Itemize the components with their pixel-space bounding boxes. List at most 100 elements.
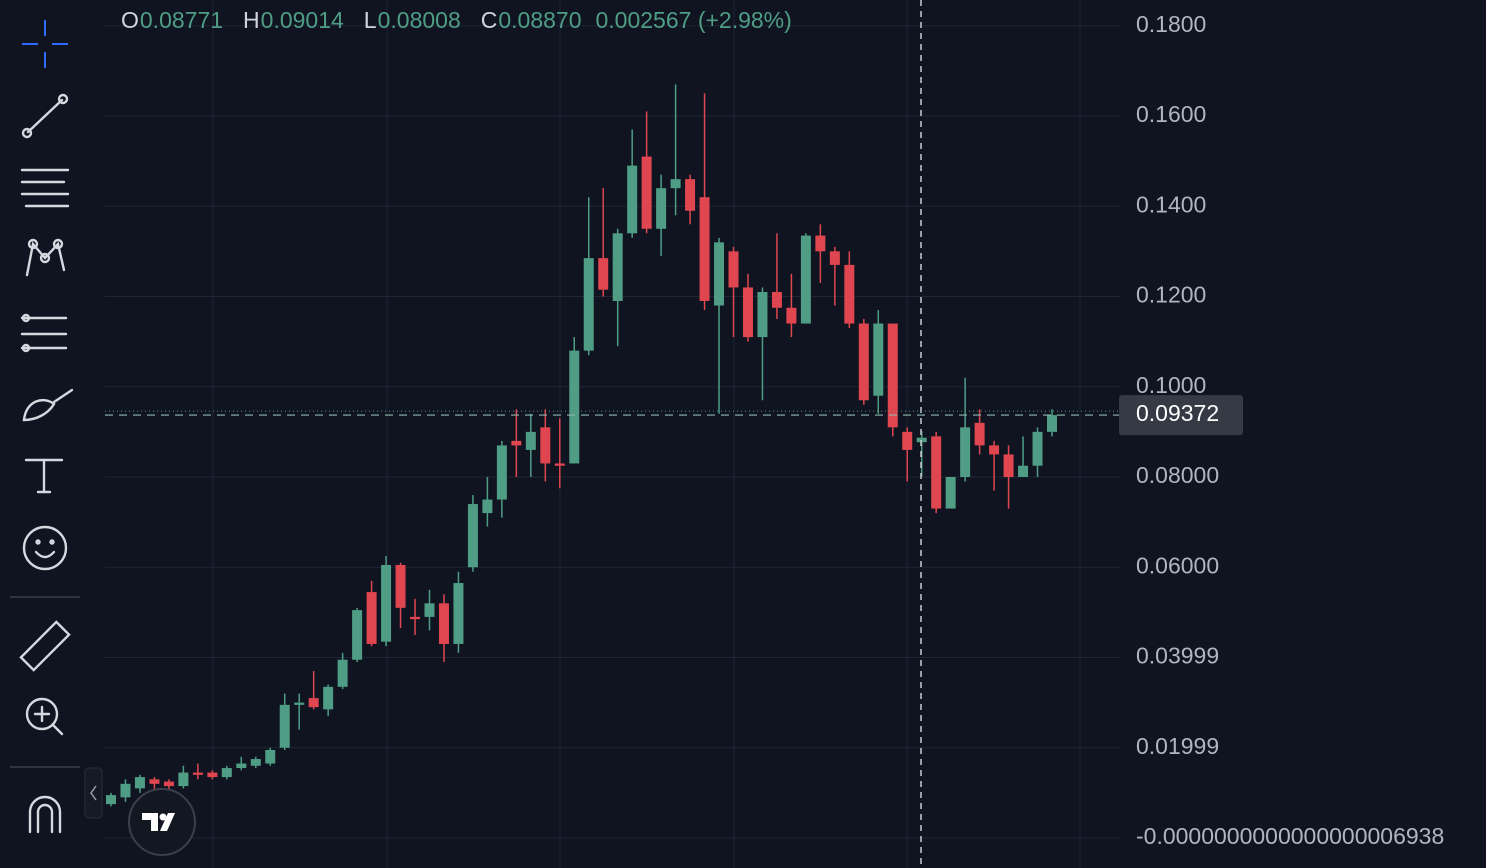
- text-tool[interactable]: [24, 458, 64, 494]
- ohlc-header: O 0.08771 H 0.09014 L 0.08008 C 0.08870 0.002567…: [121, 7, 792, 33]
- candle-body: [873, 323, 884, 396]
- candle-body: [757, 291, 768, 338]
- candle-body: [381, 564, 392, 642]
- logo[interactable]: [128, 788, 196, 856]
- candle-body: [612, 233, 623, 301]
- ohlc-change: 0.002567 (+2.98%): [596, 7, 792, 33]
- candle-body: [554, 463, 565, 466]
- y-tick-label: 0.01999: [1136, 733, 1219, 759]
- candle-body: [221, 768, 232, 778]
- crosshair-tool[interactable]: [22, 20, 68, 68]
- candle-body: [149, 779, 160, 784]
- zoom-tool[interactable]: [25, 697, 64, 736]
- candle-body: [496, 445, 507, 500]
- candle-body: [800, 235, 811, 324]
- candle-body: [989, 445, 1000, 455]
- candle-body: [583, 258, 594, 351]
- candle-body: [786, 307, 797, 324]
- candle-body: [728, 251, 739, 288]
- candle-body: [685, 179, 696, 211]
- candle-body: [106, 795, 116, 805]
- y-tick-label: 0.03999: [1136, 643, 1219, 669]
- candle-body: [670, 179, 681, 189]
- candle-body: [1003, 454, 1014, 477]
- candle-body: [525, 431, 536, 450]
- candle-body: [482, 499, 493, 514]
- forecast-tool[interactable]: [20, 313, 68, 353]
- candle-body: [294, 702, 305, 705]
- ohlc-label: L: [364, 7, 377, 33]
- candle-body: [815, 235, 826, 252]
- candle-body: [236, 763, 247, 769]
- y-tick-label: 0.1600: [1136, 101, 1206, 127]
- candle-body: [714, 242, 725, 306]
- candle-body: [250, 759, 261, 766]
- plot-area: [105, 0, 1120, 868]
- ohlc-value: 0.08870: [498, 7, 581, 33]
- trendline-tool[interactable]: [21, 93, 69, 139]
- candle-body: [192, 772, 203, 775]
- candle-body: [771, 291, 782, 308]
- collapse-arrow: [90, 785, 97, 801]
- ohlc-label: H: [243, 7, 260, 33]
- y-tick-label: 0.08000: [1136, 462, 1219, 488]
- candle-body: [438, 603, 449, 644]
- candle-body: [410, 616, 421, 620]
- candle-body: [540, 427, 551, 464]
- collapse-button[interactable]: [84, 767, 103, 819]
- ruler-tool[interactable]: [19, 620, 71, 672]
- candle-body: [163, 781, 174, 787]
- candle-body: [902, 431, 913, 450]
- ohlc-label: O: [121, 7, 139, 33]
- candle-body: [945, 476, 956, 509]
- last-price-label: 0.09372: [1136, 400, 1219, 426]
- emoji-tool[interactable]: [22, 525, 68, 571]
- lines-tool[interactable]: [20, 168, 70, 208]
- magnet-tool[interactable]: [28, 795, 62, 834]
- candle-body: [424, 603, 435, 617]
- candle-body: [742, 287, 753, 338]
- candle-body: [323, 686, 334, 710]
- candle-body: [829, 251, 840, 265]
- candle-body: [178, 772, 189, 787]
- candle-body: [858, 323, 869, 401]
- candle-body: [352, 610, 363, 660]
- candle-body: [120, 783, 131, 798]
- candle-body: [598, 258, 609, 290]
- candle-body: [887, 323, 898, 428]
- y-tick-label: 0.1200: [1136, 282, 1206, 308]
- candle-body: [265, 749, 276, 764]
- candle-body: [931, 436, 942, 509]
- candle-body: [366, 592, 377, 644]
- candle-body: [207, 772, 218, 778]
- ohlc-value: 0.08008: [378, 7, 461, 33]
- y-tick-label: 0.06000: [1136, 552, 1219, 578]
- brush-tool[interactable]: [22, 388, 74, 422]
- y-tick-label: 0.1000: [1136, 372, 1206, 398]
- candle-body: [844, 264, 855, 324]
- candle-body: [337, 659, 348, 687]
- toolbar: [10, 20, 103, 834]
- candle-body: [699, 197, 710, 301]
- candle-body: [960, 427, 971, 477]
- y-tick-label: 0.1800: [1136, 11, 1206, 37]
- candle-body: [569, 350, 580, 464]
- ohlc-label: C: [481, 7, 498, 33]
- candle-body: [134, 777, 145, 789]
- y-tick-label: 0.1400: [1136, 191, 1206, 217]
- y-tick-label: -0.0000000000000000006938: [1136, 823, 1444, 849]
- candle-body: [279, 704, 290, 748]
- candle-body: [627, 165, 638, 234]
- candle-body: [453, 583, 464, 644]
- candle-body: [308, 698, 319, 708]
- candle-body: [1047, 415, 1057, 432]
- candle-body: [395, 564, 406, 608]
- candle-body: [641, 156, 652, 229]
- pattern-tool[interactable]: [25, 238, 66, 277]
- ohlc-value: 0.08771: [140, 7, 223, 33]
- candle-body: [1032, 431, 1043, 466]
- last-price-badge: [1119, 395, 1243, 436]
